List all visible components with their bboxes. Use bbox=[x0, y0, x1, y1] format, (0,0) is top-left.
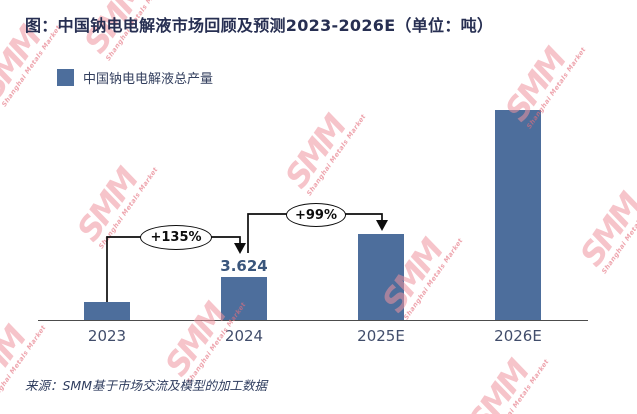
x-tick-2026E: 2026E bbox=[494, 327, 542, 345]
growth-badge-99: +99% bbox=[286, 203, 346, 227]
bar-2024 bbox=[221, 277, 267, 321]
x-tick-2025E: 2025E bbox=[357, 327, 405, 345]
x-tick-2024: 2024 bbox=[224, 327, 264, 345]
bar-2026E bbox=[495, 110, 541, 321]
legend: 中国钠电电解液总产量 bbox=[57, 68, 213, 87]
x-tick-2023: 2023 bbox=[87, 327, 127, 345]
arrowhead-2024 bbox=[234, 243, 246, 254]
arrowhead-2025 bbox=[376, 220, 388, 231]
bar-2023 bbox=[84, 302, 130, 321]
x-axis-line bbox=[38, 320, 588, 321]
legend-swatch bbox=[57, 69, 74, 86]
legend-label: 中国钠电电解液总产量 bbox=[83, 72, 214, 87]
growth-badge-135: +135% bbox=[140, 225, 212, 250]
bar-value-label-2024: 3.624 bbox=[220, 257, 268, 275]
chart-title: 图：中国钠电电解液市场回顾及预测2023-2026E（单位：吨） bbox=[25, 16, 494, 35]
bar-2025E bbox=[358, 234, 404, 321]
source-note: 来源：SMM基于市场交流及模型的加工数据 bbox=[25, 378, 268, 393]
